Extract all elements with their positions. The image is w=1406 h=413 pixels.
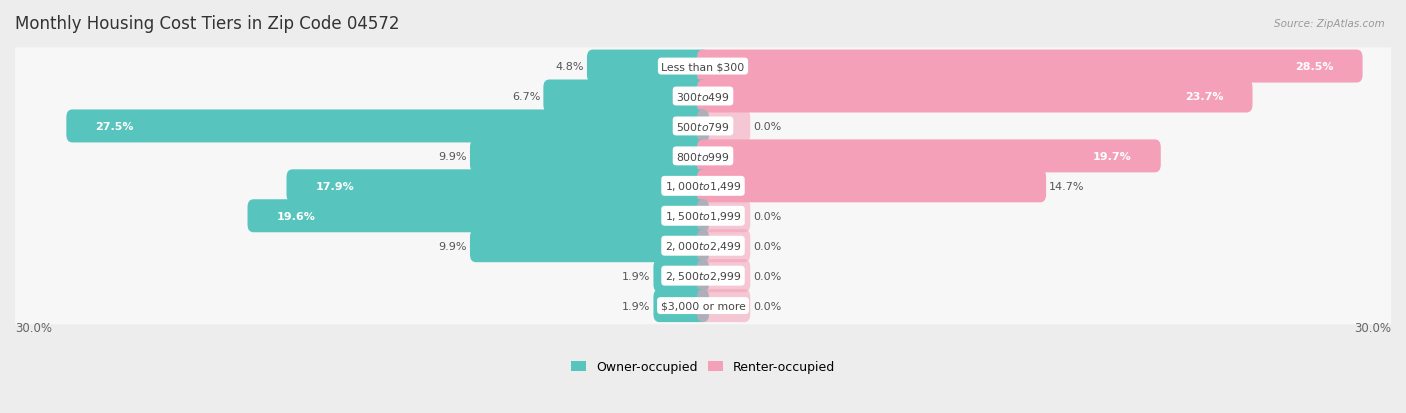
Text: $800 to $999: $800 to $999	[676, 150, 730, 162]
Text: 9.9%: 9.9%	[439, 241, 467, 251]
Text: 0.0%: 0.0%	[754, 241, 782, 251]
FancyBboxPatch shape	[697, 259, 751, 292]
Text: $300 to $499: $300 to $499	[676, 91, 730, 103]
Text: 30.0%: 30.0%	[1354, 321, 1391, 334]
FancyBboxPatch shape	[697, 140, 1161, 173]
Text: 0.0%: 0.0%	[754, 211, 782, 221]
Text: $2,000 to $2,499: $2,000 to $2,499	[665, 240, 741, 253]
FancyBboxPatch shape	[697, 110, 751, 143]
FancyBboxPatch shape	[0, 257, 1406, 294]
Text: 27.5%: 27.5%	[96, 122, 134, 132]
FancyBboxPatch shape	[0, 197, 1406, 235]
FancyBboxPatch shape	[697, 230, 751, 263]
Text: 28.5%: 28.5%	[1295, 62, 1334, 72]
FancyBboxPatch shape	[697, 200, 751, 233]
Text: $1,500 to $1,999: $1,500 to $1,999	[665, 210, 741, 223]
FancyBboxPatch shape	[470, 140, 709, 173]
Text: 23.7%: 23.7%	[1185, 92, 1223, 102]
Text: 14.7%: 14.7%	[1049, 181, 1085, 191]
FancyBboxPatch shape	[0, 48, 1406, 85]
Text: $2,500 to $2,999: $2,500 to $2,999	[665, 270, 741, 282]
FancyBboxPatch shape	[66, 110, 709, 143]
Legend: Owner-occupied, Renter-occupied: Owner-occupied, Renter-occupied	[571, 361, 835, 373]
FancyBboxPatch shape	[654, 259, 709, 292]
Text: 1.9%: 1.9%	[621, 271, 650, 281]
Text: 1.9%: 1.9%	[621, 301, 650, 311]
FancyBboxPatch shape	[0, 168, 1406, 205]
Text: $500 to $799: $500 to $799	[676, 121, 730, 133]
FancyBboxPatch shape	[0, 138, 1406, 175]
FancyBboxPatch shape	[697, 80, 1253, 113]
Text: $3,000 or more: $3,000 or more	[661, 301, 745, 311]
FancyBboxPatch shape	[0, 287, 1406, 325]
FancyBboxPatch shape	[697, 290, 751, 322]
FancyBboxPatch shape	[0, 108, 1406, 145]
Text: 0.0%: 0.0%	[754, 301, 782, 311]
Text: Less than $300: Less than $300	[661, 62, 745, 72]
FancyBboxPatch shape	[0, 228, 1406, 265]
Text: 6.7%: 6.7%	[512, 92, 540, 102]
FancyBboxPatch shape	[0, 78, 1406, 116]
Text: 4.8%: 4.8%	[555, 62, 583, 72]
FancyBboxPatch shape	[654, 290, 709, 322]
FancyBboxPatch shape	[470, 230, 709, 263]
FancyBboxPatch shape	[697, 170, 1046, 203]
Text: 0.0%: 0.0%	[754, 271, 782, 281]
Text: 30.0%: 30.0%	[15, 321, 52, 334]
Text: Monthly Housing Cost Tiers in Zip Code 04572: Monthly Housing Cost Tiers in Zip Code 0…	[15, 15, 399, 33]
Text: 9.9%: 9.9%	[439, 152, 467, 161]
Text: $1,000 to $1,499: $1,000 to $1,499	[665, 180, 741, 193]
Text: 19.6%: 19.6%	[277, 211, 315, 221]
Text: Source: ZipAtlas.com: Source: ZipAtlas.com	[1274, 19, 1385, 28]
Text: 17.9%: 17.9%	[315, 181, 354, 191]
FancyBboxPatch shape	[247, 200, 709, 233]
FancyBboxPatch shape	[543, 80, 709, 113]
Text: 19.7%: 19.7%	[1092, 152, 1132, 161]
Text: 0.0%: 0.0%	[754, 122, 782, 132]
FancyBboxPatch shape	[697, 50, 1362, 83]
FancyBboxPatch shape	[287, 170, 709, 203]
FancyBboxPatch shape	[586, 50, 709, 83]
